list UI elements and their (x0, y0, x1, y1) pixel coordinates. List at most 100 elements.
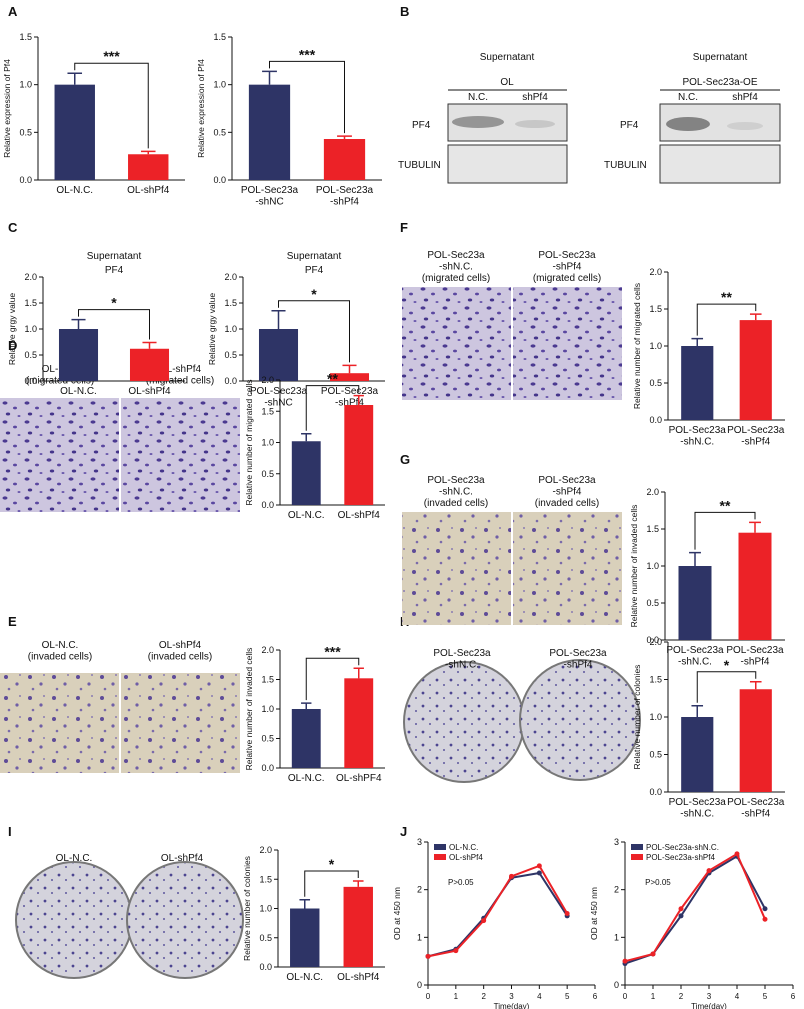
row-label: TUBULIN (604, 160, 647, 171)
significance-bracket (305, 385, 360, 431)
y-axis-label: Relative number of colonies (632, 665, 642, 770)
bar (343, 886, 373, 967)
bar (738, 532, 772, 640)
micrograph (121, 398, 240, 512)
bar (739, 320, 772, 420)
error-bar (301, 702, 312, 709)
significance-bracket (304, 870, 359, 897)
x-tick-label: OL-N.C. (60, 386, 97, 397)
y-tick-label: 1.5 (259, 874, 272, 884)
y-tick-label: 1.5 (649, 675, 662, 685)
x-tick-label: OL-shPf4 (127, 185, 170, 196)
y-tick-label: 1.5 (261, 675, 274, 685)
dish (403, 661, 525, 783)
bar (54, 84, 95, 180)
y-tick-label: 0 (417, 980, 422, 990)
y-tick-label: 1.0 (19, 80, 32, 90)
x-tick-label: 4 (537, 992, 542, 1001)
micrograph-caption: POL-Sec23a -shN.C. (migrated cells) (422, 250, 490, 284)
x-tick-label: OL-shPf4 (337, 972, 380, 983)
dish-caption: POL-Sec23a -shN.C. (433, 648, 491, 671)
point (762, 906, 768, 912)
x-tick-label: OL-shPf4 (338, 510, 381, 521)
bar (258, 329, 299, 381)
dish-caption: OL-shPf4 (161, 853, 204, 864)
blot-group: OL (500, 77, 514, 88)
y-tick-label: 0.0 (19, 175, 32, 185)
blot: Supernatant OL N.C. shPf4 PF4 TUBULIN (398, 52, 568, 184)
point (564, 911, 570, 916)
x-axis-label: Time(day) (494, 1002, 530, 1009)
point (453, 948, 459, 954)
series-line (624, 852, 766, 963)
micrograph-pair: OL-N.C.(migrated cells) OL-shPf4(migrate… (0, 364, 240, 512)
bar (681, 346, 714, 420)
error-bar (342, 364, 357, 374)
dish (126, 861, 244, 979)
y-tick-label: 2.0 (259, 845, 272, 855)
blot-band (515, 120, 555, 128)
error-bar (691, 337, 704, 346)
micrograph-pair: OL-N.C. (invaded cells) OL-shPf4 (invaded … (0, 640, 240, 773)
blot-band (727, 122, 763, 130)
series-line (427, 864, 569, 958)
panel-label: G (400, 452, 410, 467)
lane-label: N.C. (678, 92, 698, 103)
annotation: P>0.05 (645, 878, 671, 887)
y-tick-label: 2.0 (646, 487, 659, 497)
point (481, 918, 487, 924)
error-bar (301, 433, 312, 442)
y-axis-label: Relative expression of Pf4 (196, 59, 206, 158)
legend-swatch (434, 844, 446, 850)
chart-subtitle: PF4 (305, 265, 324, 276)
x-tick-label: 6 (791, 992, 796, 1001)
error-bar (749, 521, 761, 533)
y-tick-label: 0.0 (649, 415, 662, 425)
error-bar (337, 135, 352, 140)
bar (58, 329, 99, 381)
chart: 0.0 0.5 1.0 1.5 2.0 Relative grgy value POL-Se… (207, 251, 385, 409)
significance-label: ** (720, 497, 731, 513)
y-tick-label: 1.0 (261, 704, 274, 714)
x-tick-label: 1 (454, 992, 459, 1001)
panel-label: A (8, 4, 18, 19)
y-tick-label: 1.0 (649, 712, 662, 722)
panel-label: B (400, 4, 409, 19)
legend-label: OL-N.C. (449, 843, 478, 852)
x-tick-label: OL-N.C. (56, 185, 93, 196)
x-tick-label: POL-Sec23a -shN.C. (669, 425, 727, 448)
x-tick-label: POL-Sec23a -shPf4 (727, 797, 785, 820)
point (706, 868, 712, 874)
y-tick-label: 0.0 (646, 635, 659, 645)
x-tick-label: OL-N.C. (288, 773, 325, 784)
bar (739, 689, 772, 792)
y-tick-label: 0.5 (213, 127, 226, 137)
dish-caption: POL-Sec23a -shPf4 (549, 648, 607, 671)
panel-label: E (8, 614, 17, 629)
significance-label: ** (721, 289, 732, 305)
significance-bracket (278, 300, 350, 363)
chart: 0.0 0.5 1.0 1.5 Relative expression of Pf4 PO… (196, 32, 382, 208)
y-tick-label: 1.0 (649, 341, 662, 351)
x-tick-label: 0 (426, 992, 431, 1001)
y-tick-label: 2.0 (224, 272, 237, 282)
blot-strip (447, 144, 568, 184)
micrograph-caption: OL-shPf4 (invaded cells) (148, 640, 212, 663)
y-tick-label: 1.5 (261, 406, 274, 416)
chart: 0.0 0.5 1.0 1.5 2.0 Relative number of coloni… (632, 637, 785, 820)
error-bar (353, 667, 364, 679)
x-tick-label: 2 (679, 992, 684, 1001)
error-bar (689, 551, 701, 566)
y-tick-label: 0.5 (646, 598, 659, 608)
y-tick-label: 0.5 (259, 933, 272, 943)
chart-title: Supernatant (287, 251, 342, 262)
y-tick-label: 0.0 (649, 787, 662, 797)
y-tick-label: 0.5 (649, 378, 662, 388)
y-tick-label: 1.0 (224, 324, 237, 334)
y-tick-label: 0.0 (24, 376, 37, 386)
micrograph-caption: POL-Sec23a -shPf4 (invaded cells) (535, 475, 599, 509)
micrograph (402, 287, 511, 400)
legend-swatch (631, 844, 643, 850)
bar (344, 405, 374, 505)
chart: 0.0 0.5 1.0 1.5 2.0 Relative number of migrat… (244, 371, 385, 521)
